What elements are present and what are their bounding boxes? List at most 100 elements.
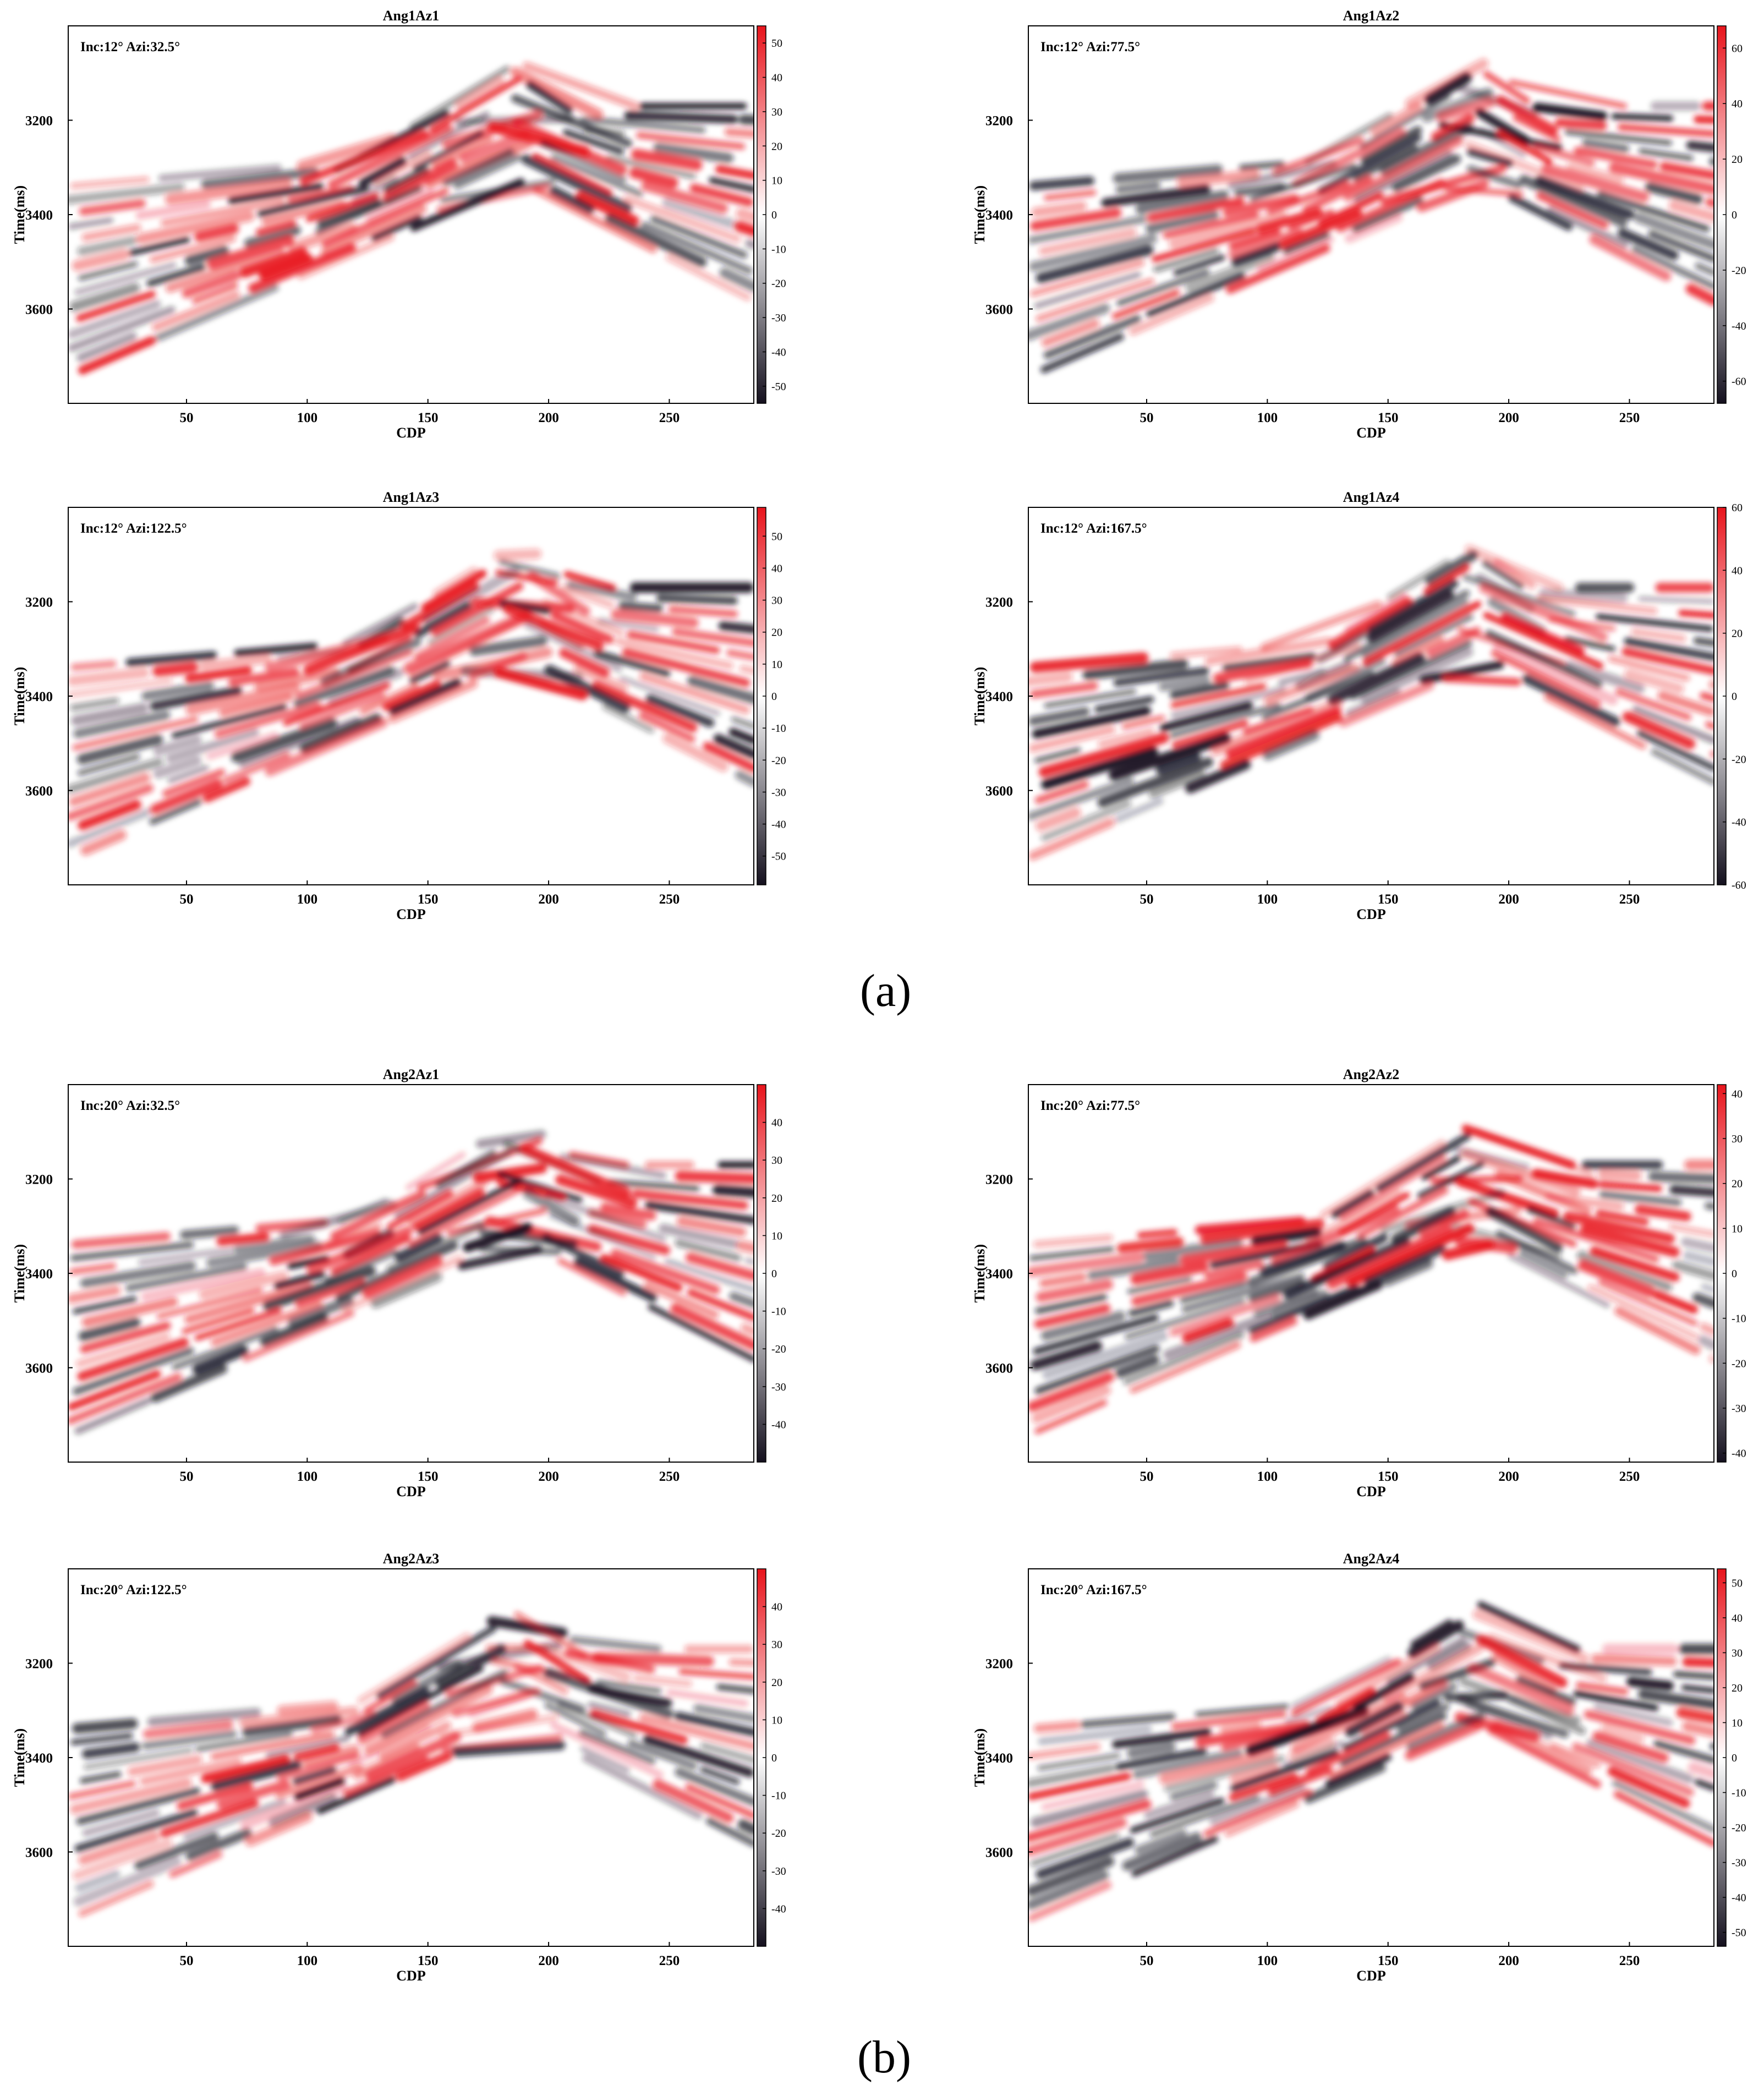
negative-event: [1134, 1829, 1187, 1854]
positive-event: [295, 1278, 366, 1308]
colorbar-tick-label: 20: [771, 1677, 782, 1689]
negative-event: [1163, 1311, 1275, 1360]
negative-event: [1169, 1781, 1218, 1801]
y-tick-label: 3600: [985, 1846, 1013, 1860]
positive-event: [1456, 1177, 1559, 1218]
x-tick-label: 50: [179, 1469, 193, 1484]
negative-event: [1248, 1284, 1359, 1334]
positive-event: [1392, 636, 1445, 666]
negative-event: [80, 1261, 196, 1288]
negative-event: [521, 154, 632, 214]
negative-event: [74, 1809, 198, 1852]
colorbar-tick-label: 0: [1732, 1268, 1737, 1280]
x-axis-label: CDP: [1356, 425, 1386, 441]
positive-event: [1028, 671, 1073, 687]
positive-event: [365, 186, 434, 225]
negative-event: [1410, 1682, 1458, 1711]
negative-event: [1680, 1237, 1714, 1253]
negative-event: [1673, 1671, 1714, 1681]
x-tick-label: 200: [1498, 1953, 1519, 1968]
negative-event: [1519, 174, 1628, 228]
negative-event: [68, 299, 161, 339]
negative-event: [675, 1239, 742, 1262]
negative-event: [381, 1668, 508, 1739]
positive-event: [408, 616, 525, 678]
colorbar-tick-label: -30: [771, 1381, 786, 1393]
positive-event: [1426, 626, 1481, 657]
positive-event: [1574, 146, 1658, 169]
negative-event: [1115, 182, 1161, 194]
negative-event: [1169, 681, 1230, 699]
negative-event: [1624, 637, 1714, 661]
colorbar-tick-label: 40: [771, 72, 782, 84]
negative-event: [141, 1730, 237, 1750]
negative-event: [1465, 1700, 1553, 1741]
positive-event: [75, 1333, 171, 1368]
negative-event: [134, 1832, 219, 1870]
negative-event: [1028, 707, 1090, 726]
negative-event: [1485, 1207, 1563, 1252]
negative-event: [1695, 262, 1714, 276]
negative-event: [1633, 212, 1714, 250]
negative-event: [693, 1704, 754, 1723]
positive-event: [1496, 95, 1559, 135]
negative-event: [166, 728, 260, 763]
negative-event: [596, 1679, 662, 1694]
negative-event: [1253, 1288, 1319, 1317]
negative-event: [391, 1660, 463, 1705]
y-tick-label: 3400: [25, 1751, 53, 1766]
negative-event: [700, 1766, 740, 1785]
positive-event: [139, 1758, 242, 1786]
negative-event: [1239, 161, 1285, 171]
x-axis-label: CDP: [1356, 1484, 1386, 1500]
y-tick-label: 3400: [25, 689, 53, 704]
colorbar-tick-label: -40: [771, 1419, 786, 1431]
x-tick-label: 200: [538, 1469, 559, 1484]
negative-event: [1638, 148, 1694, 162]
colorbar-tick-label: -20: [1732, 1822, 1746, 1834]
negative-event: [1042, 1331, 1169, 1380]
negative-event: [1394, 614, 1473, 657]
positive-event: [1328, 596, 1413, 650]
negative-event: [738, 114, 754, 125]
negative-event: [78, 261, 138, 281]
positive-event: [80, 830, 127, 856]
colorbar-tick-label: 30: [1732, 1133, 1743, 1145]
positive-event: [185, 666, 253, 682]
negative-event: [409, 65, 511, 130]
colorbar-tick-label: -10: [771, 243, 786, 255]
colorbar-tick-label: -10: [1732, 1313, 1746, 1325]
x-tick-label: 200: [538, 892, 559, 907]
positive-event: [363, 1680, 417, 1714]
negative-event: [1444, 1691, 1509, 1702]
negative-event: [1122, 1832, 1202, 1871]
positive-event: [1608, 655, 1690, 681]
negative-event: [320, 637, 421, 687]
positive-event: [631, 149, 703, 171]
negative-event: [410, 178, 525, 232]
positive-event: [382, 680, 441, 712]
positive-event: [1036, 1279, 1114, 1303]
negative-event: [184, 245, 229, 266]
negative-event: [293, 665, 395, 708]
negative-event: [442, 148, 514, 187]
negative-event: [395, 1233, 443, 1262]
positive-event: [1403, 1679, 1448, 1707]
negative-event: [1392, 154, 1461, 193]
negative-event: [549, 186, 595, 214]
colorbar-tick-label: 60: [1732, 502, 1743, 514]
negative-event: [73, 710, 171, 738]
negative-event: [1040, 800, 1132, 842]
positive-event: [182, 271, 241, 298]
positive-event: [728, 1659, 754, 1667]
positive-event: [77, 1338, 189, 1381]
negative-event: [1672, 1260, 1714, 1281]
negative-event: [1352, 1673, 1415, 1711]
positive-event: [78, 800, 141, 830]
negative-event: [1419, 660, 1504, 685]
positive-event: [1220, 713, 1343, 769]
negative-event: [578, 1729, 656, 1765]
negative-event: [260, 1313, 328, 1347]
negative-event: [153, 756, 202, 779]
negative-event: [497, 1171, 583, 1203]
